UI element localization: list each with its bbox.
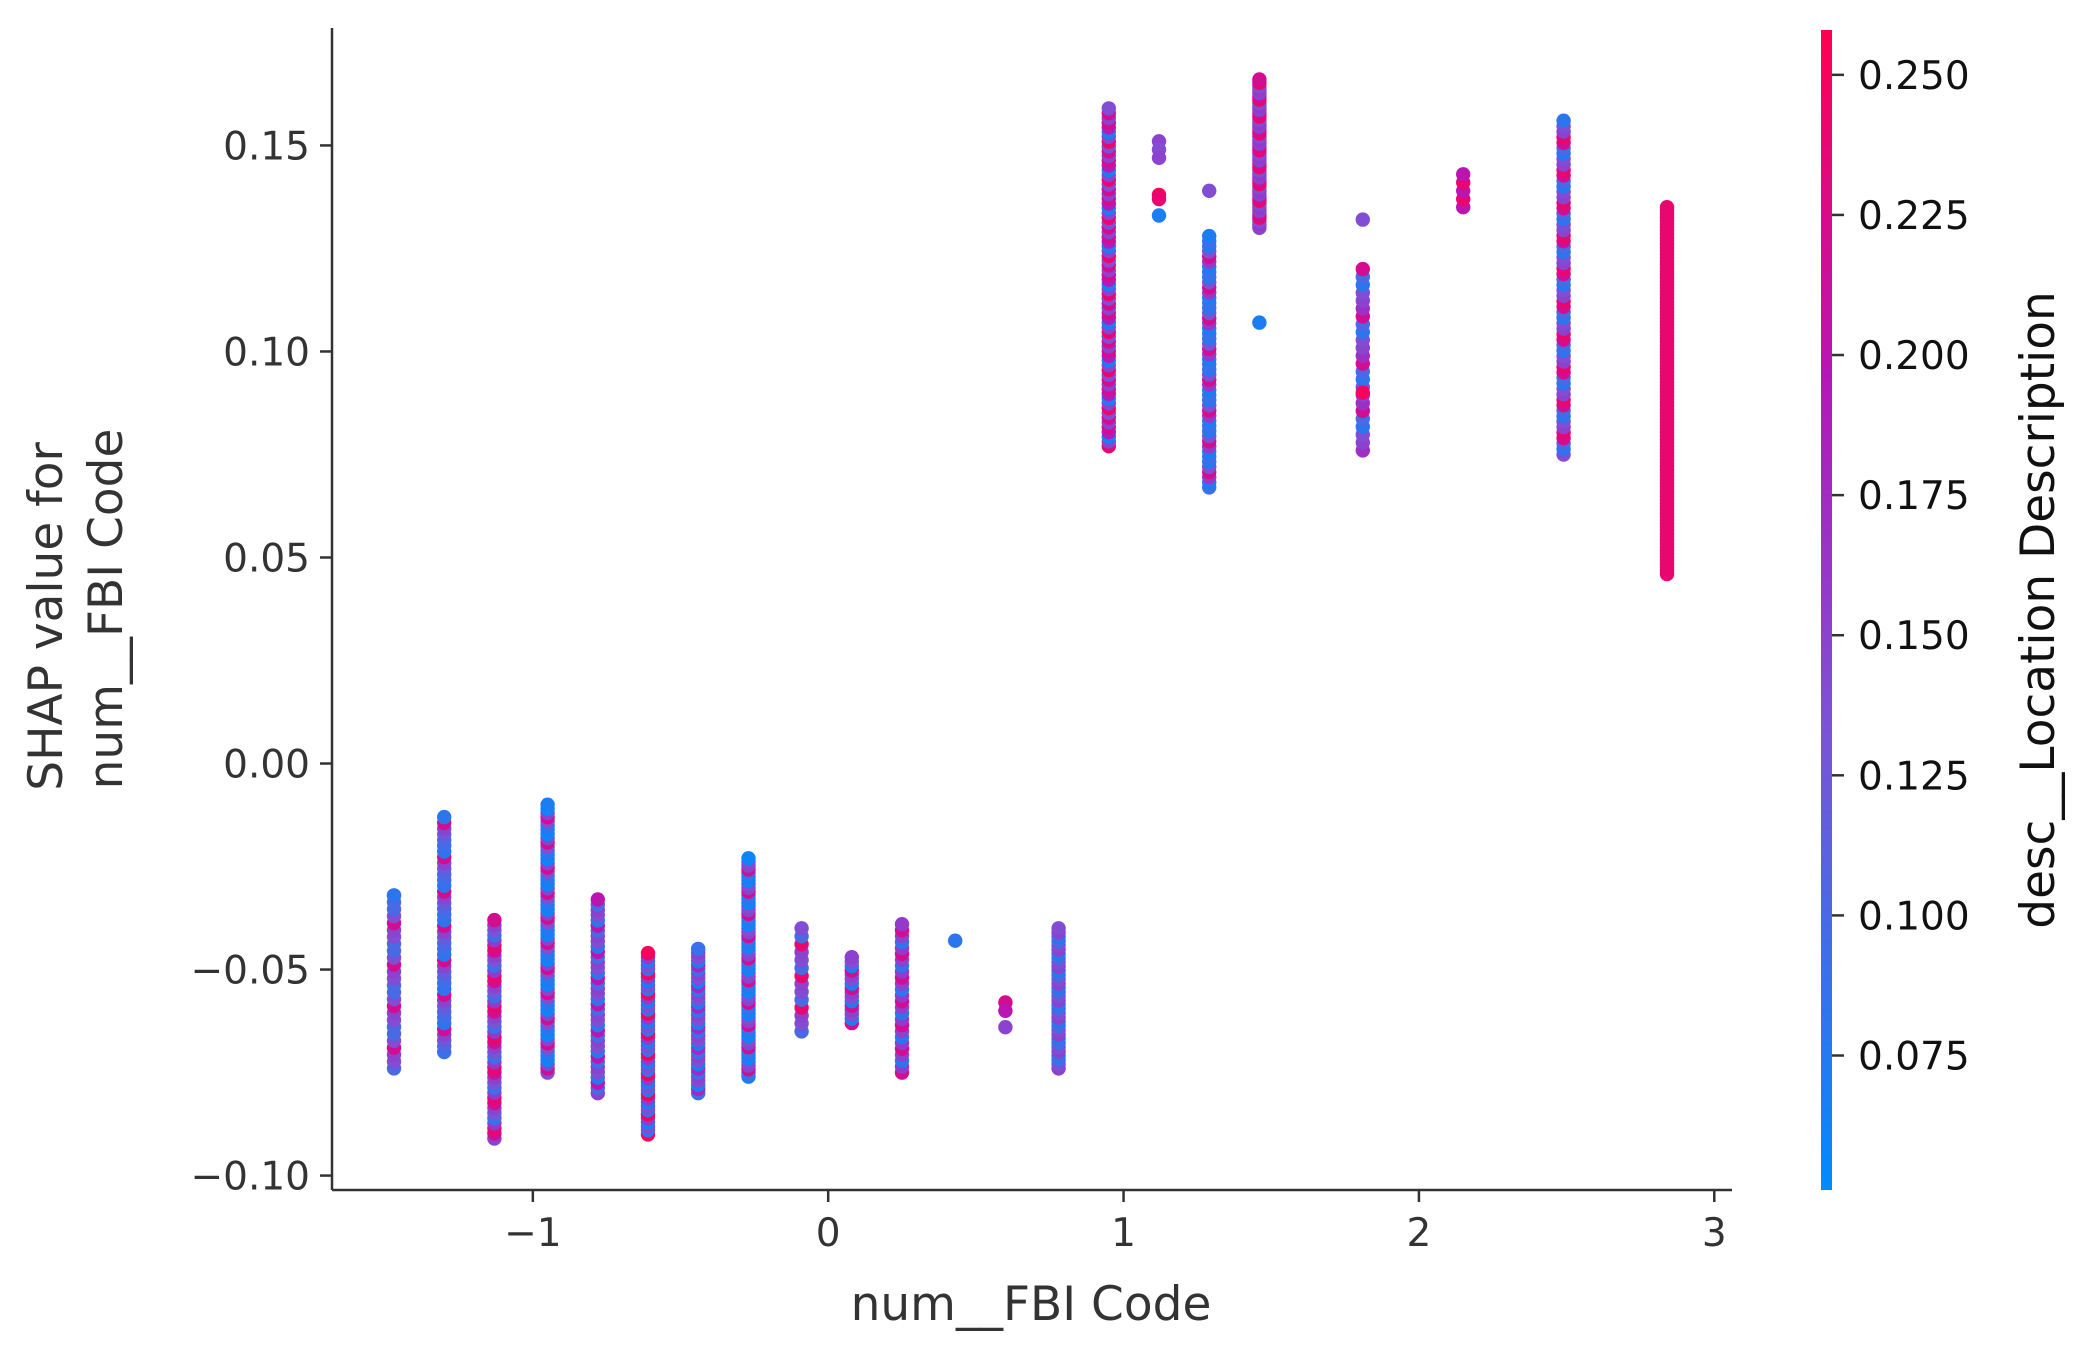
scatter-point (1355, 212, 1371, 227)
x-tick-label: 0 (816, 1211, 841, 1256)
y-tick-label: −0.05 (190, 949, 310, 994)
scatter-point (1252, 315, 1267, 330)
y-tick-label: 0.05 (223, 536, 310, 581)
colorbar-tick-label: 0.250 (1858, 54, 1970, 99)
scatter-point (1051, 921, 1066, 936)
y-axis-label-line-2: num__FBI Code (79, 429, 134, 790)
scatter-point (794, 921, 809, 936)
x-tick-label: −1 (504, 1211, 562, 1256)
y-axis-label: SHAP value for num__FBI Code (19, 427, 134, 791)
scatter-point (1101, 101, 1117, 116)
scatter-point (640, 945, 656, 961)
scatter-point (1355, 261, 1371, 277)
scatter-point (894, 917, 910, 932)
colorbar-ticks: 0.075 0.100 0.125 0.150 0.175 0.200 0.225 0.250 (1832, 54, 1970, 1080)
x-tick-label: 1 (1111, 1211, 1136, 1256)
scatter-point (1355, 385, 1371, 400)
scatter-point (1556, 113, 1571, 128)
scatter-point (590, 892, 605, 907)
scatter-point (540, 797, 555, 812)
colorbar-tick-label: 0.175 (1858, 474, 1970, 519)
scatter-point (487, 912, 502, 928)
scatter-point (741, 851, 756, 866)
y-ticks: −0.10 −0.05 0.00 0.05 0.10 0.15 (190, 124, 332, 1200)
y-axis-label-line-1: SHAP value for (19, 442, 74, 791)
x-tick-label: 2 (1407, 1211, 1432, 1256)
scatter-point (1202, 228, 1217, 244)
colorbar-tick-label: 0.150 (1858, 614, 1970, 659)
colorbar-tick-label: 0.225 (1858, 194, 1970, 239)
scatter-point (1252, 72, 1267, 87)
scatter-point (437, 809, 452, 825)
scatter-point (998, 1019, 1013, 1035)
scatter-point (948, 933, 963, 948)
scatter-point (1151, 191, 1167, 207)
colorbar-tick-label: 0.100 (1858, 894, 1970, 939)
scatter-point (386, 888, 402, 903)
scatter-points (386, 72, 1675, 1146)
scatter-point (844, 950, 859, 965)
scatter-point (1151, 150, 1167, 165)
scatter-point (1202, 183, 1217, 198)
axes (330, 28, 1732, 1192)
colorbar-tick-label: 0.075 (1858, 1035, 1970, 1080)
colorbar-tick-label: 0.200 (1858, 334, 1970, 379)
colorbar-label: desc__Location Description (2011, 291, 2066, 928)
y-tick-label: 0.15 (223, 124, 310, 169)
x-axis-label: num__FBI Code (851, 1277, 1212, 1332)
x-ticks: −1 0 1 2 3 (504, 1190, 1727, 1256)
scatter-point (691, 941, 706, 957)
y-tick-label: 0.00 (223, 743, 310, 788)
colorbar (1821, 30, 1832, 1190)
scatter-point (1456, 167, 1471, 182)
colorbar-tick-label: 0.125 (1858, 754, 1970, 799)
scatter-point (998, 1003, 1013, 1018)
x-tick-label: 3 (1702, 1211, 1727, 1256)
y-tick-label: −0.10 (190, 1155, 310, 1200)
scatter-point (1151, 208, 1167, 223)
y-tick-label: 0.10 (223, 330, 310, 375)
scatter-point (1659, 200, 1675, 215)
